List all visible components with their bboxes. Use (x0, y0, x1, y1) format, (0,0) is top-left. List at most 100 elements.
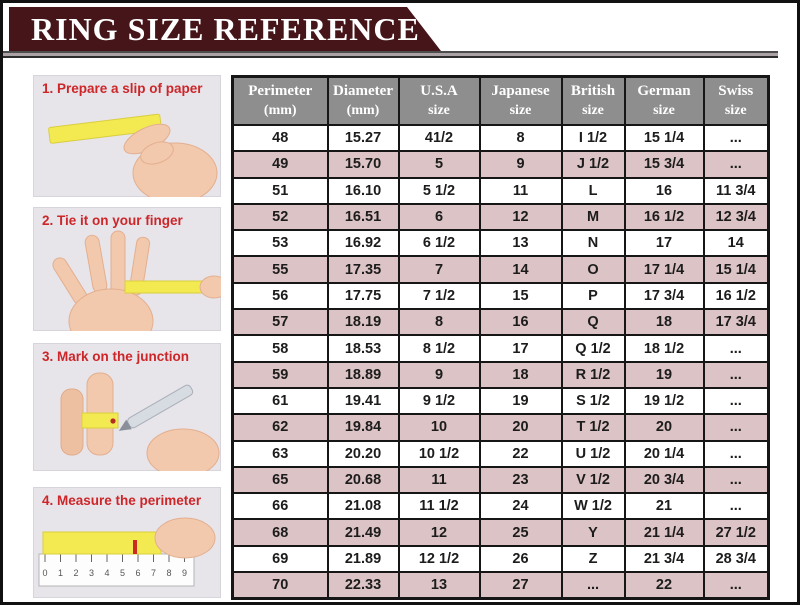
svg-text:2: 2 (73, 568, 78, 578)
table-cell: 9 (397, 360, 481, 389)
table-cell: 16.10 (326, 176, 400, 205)
table-row: 65 20.68 11 23 V 1/2 20 3/4... (231, 465, 770, 495)
table-cell: 27 1/2 (702, 518, 770, 547)
svg-text:1: 1 (58, 568, 63, 578)
table-cell: 19 1/2 (623, 386, 705, 416)
table-cell: 61 (231, 386, 329, 416)
table-cell: 9 1/2 (397, 386, 481, 416)
step-4-label: 4. Measure the perimeter (42, 493, 202, 508)
divider-line (3, 51, 778, 58)
table-cell: 6 (397, 202, 481, 232)
table-cell: 14 (478, 255, 563, 284)
table-row: 57 18.19 8 16 Q 18 17 3/4 (231, 308, 770, 337)
ring-size-table: Perimeter (mm) Diameter (mm) U.S.A size Japane… (231, 75, 770, 601)
table-cell: 18 (623, 308, 705, 337)
table-row: 53 16.92 6 1/2 13 N 17 14 (231, 229, 770, 258)
table-cell: 18.89 (326, 360, 400, 389)
table-cell: 10 (397, 413, 481, 442)
table-row: 51 16.10 5 1/2 11 L 16 11 3/4 (231, 176, 770, 205)
table-row: 66 21.08 11 1/2 24 W 1/2 21... (231, 492, 770, 521)
header-cell: Swiss size (702, 75, 770, 126)
table-row: 61 19.41 9 1/2 19 S 1/2 19 1/2... (231, 386, 770, 416)
table-cell: 56 (231, 281, 329, 311)
table-cell: R 1/2 (560, 360, 626, 389)
header-cell: Japanese size (478, 75, 563, 126)
table-cell: 57 (231, 308, 329, 337)
table-cell: 21.49 (326, 518, 400, 547)
table-cell: 65 (231, 465, 329, 495)
step-3-mark-junction: 3. Mark on the junction (33, 343, 221, 471)
table-cell: Q (560, 308, 626, 337)
step-2-tie-on-finger: 2. Tie it on your finger (33, 207, 221, 331)
table-row: 68 21.49 12 25 Y 21 1/4 27 1/2 (231, 518, 770, 547)
table-cell: J 1/2 (560, 150, 626, 179)
table-cell: 19 (478, 386, 563, 416)
table-cell: O (560, 255, 626, 284)
table-row: 56 17.75 7 1/2 15 P 17 3/4 16 1/2 (231, 281, 770, 311)
step-1-label: 1. Prepare a slip of paper (42, 81, 203, 96)
table-cell: 17 1/4 (623, 255, 705, 284)
table-cell: 58 (231, 334, 329, 363)
table-cell: 20 (478, 413, 563, 442)
table-cell: 16 (478, 308, 563, 337)
table-cell: 13 (397, 571, 481, 600)
instruction-steps: 1. Prepare a slip of paper 2. Tie it on … (33, 75, 221, 601)
svg-text:8: 8 (166, 568, 171, 578)
table-cell: V 1/2 (560, 465, 626, 495)
table-cell: 21 3/4 (623, 544, 705, 574)
table-cell: 14 (702, 229, 770, 258)
table-cell: 9 (478, 150, 563, 179)
svg-text:9: 9 (182, 568, 187, 578)
table-cell: 5 (397, 150, 481, 179)
svg-text:7: 7 (151, 568, 156, 578)
table-cell: 18.19 (326, 308, 400, 337)
table-cell: 5 1/2 (397, 176, 481, 205)
table-cell: 18 1/2 (623, 334, 705, 363)
table-cell: 21 1/4 (623, 518, 705, 547)
table-cell: W 1/2 (560, 492, 626, 521)
table-cell: 51 (231, 176, 329, 205)
table-cell: Q 1/2 (560, 334, 626, 363)
table-cell: S 1/2 (560, 386, 626, 416)
step-2-label: 2. Tie it on your finger (42, 213, 183, 228)
table-cell: 8 (397, 308, 481, 337)
table-cell: ... (702, 439, 770, 468)
table-cell: 70 (231, 571, 329, 600)
table-cell: 21.89 (326, 544, 400, 574)
table-cell: 13 (478, 229, 563, 258)
table-cell: N (560, 229, 626, 258)
table-cell: 23 (478, 465, 563, 495)
table-cell: 15 1/4 (623, 123, 705, 153)
table-cell: 15.27 (326, 123, 400, 153)
table-cell: U 1/2 (560, 439, 626, 468)
header-cell: Perimeter (mm) (231, 75, 329, 126)
table-cell: L (560, 176, 626, 205)
table-cell: 15 3/4 (623, 150, 705, 179)
table-cell: ... (702, 465, 770, 495)
table-cell: ... (702, 386, 770, 416)
table-cell: 17.75 (326, 281, 400, 311)
table-cell: 59 (231, 360, 329, 389)
table-cell: 7 1/2 (397, 281, 481, 311)
table-cell: 20 1/4 (623, 439, 705, 468)
table-cell: 7 (397, 255, 481, 284)
table-cell: 12 3/4 (702, 202, 770, 232)
table-cell: 20.20 (326, 439, 400, 468)
table-cell: 21.08 (326, 492, 400, 521)
table-cell: ... (702, 413, 770, 442)
table-cell: 11 (478, 176, 563, 205)
table-cell: 17 3/4 (702, 308, 770, 337)
table-cell: Y (560, 518, 626, 547)
table-cell: 18 (478, 360, 563, 389)
table-cell: 22 (623, 571, 705, 600)
table-cell: 20 3/4 (623, 465, 705, 495)
table-cell: ... (702, 150, 770, 179)
header-cell: U.S.A size (397, 75, 481, 126)
table-cell: 10 1/2 (397, 439, 481, 468)
table-row: 59 18.89 9 18 R 1/2 19... (231, 360, 770, 389)
table-cell: 22.33 (326, 571, 400, 600)
table-cell: 12 (397, 518, 481, 547)
